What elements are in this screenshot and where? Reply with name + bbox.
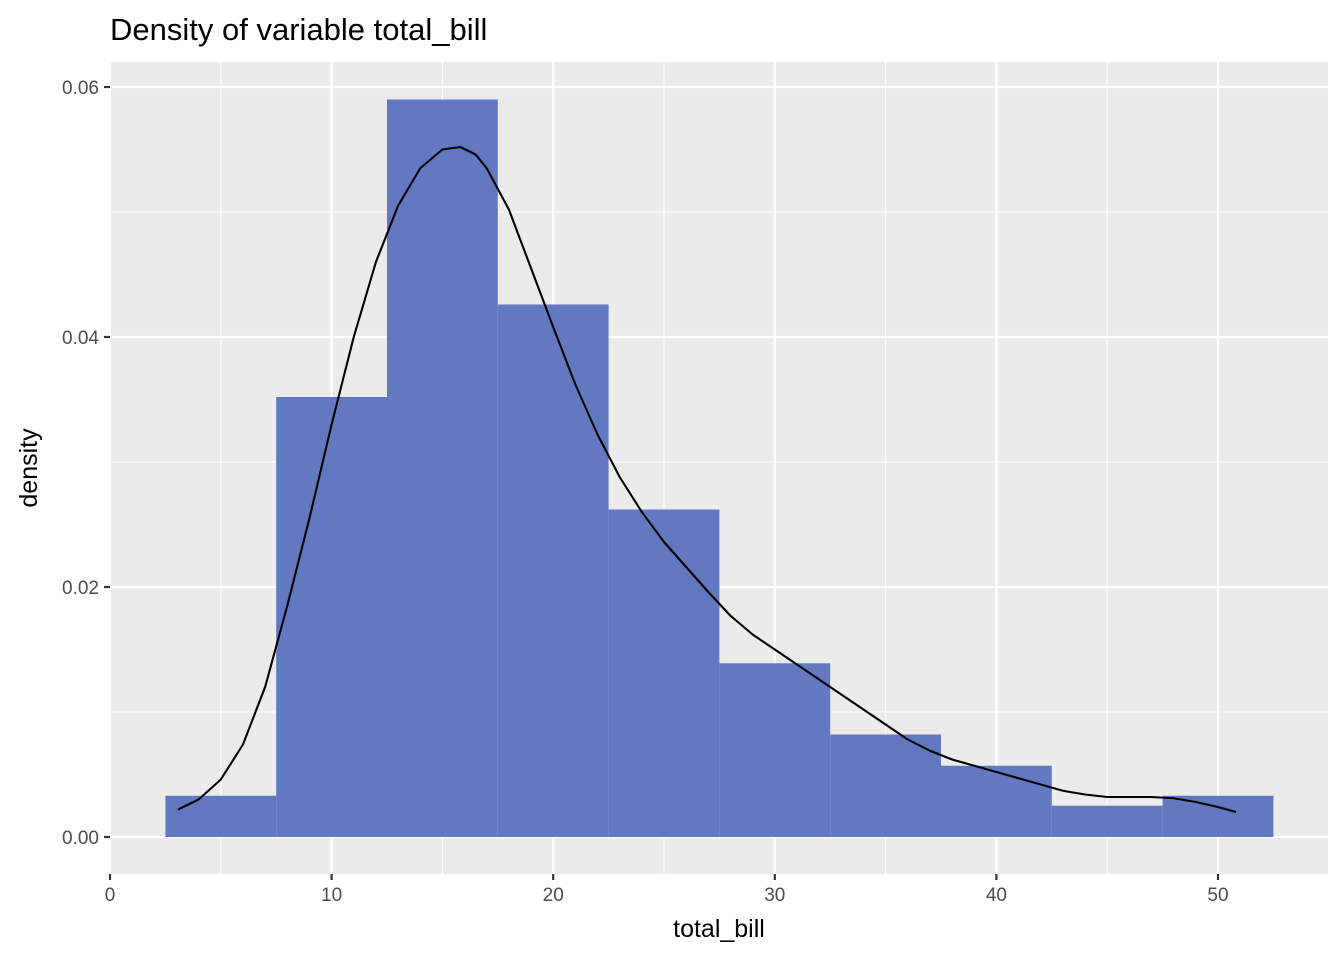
histogram-bars — [165, 99, 1274, 837]
histogram-bar — [719, 663, 831, 837]
x-tick-label: 40 — [986, 885, 1007, 906]
histogram-bar — [608, 509, 720, 837]
histogram-bar — [1051, 805, 1163, 837]
x-tick-label: 50 — [1207, 885, 1228, 906]
histogram-bar — [387, 99, 498, 837]
y-tick-label: 0.00 — [62, 828, 99, 849]
y-axis-title: density — [15, 428, 43, 508]
chart-title: Density of variable total_bill — [110, 12, 487, 47]
histogram-bar — [165, 795, 277, 837]
x-axis: 0 10 20 30 40 50 — [105, 874, 1229, 906]
x-tick-label: 20 — [543, 885, 564, 906]
histogram-bar — [830, 734, 941, 837]
y-tick-label: 0.06 — [62, 78, 99, 99]
x-tick-label: 0 — [105, 885, 116, 906]
x-axis-title: total_bill — [673, 915, 765, 943]
histogram-bar — [1162, 795, 1274, 837]
y-tick-label: 0.02 — [62, 578, 99, 599]
density-curve — [177, 145, 1237, 814]
histogram-bar — [941, 765, 1052, 837]
x-tick-label: 10 — [321, 885, 342, 906]
histogram-bar — [276, 397, 387, 837]
x-tick-label: 30 — [764, 885, 785, 906]
histogram-bar — [497, 304, 609, 837]
y-axis: 0.00 0.02 0.04 0.06 — [62, 78, 110, 849]
y-tick-label: 0.04 — [62, 328, 99, 349]
